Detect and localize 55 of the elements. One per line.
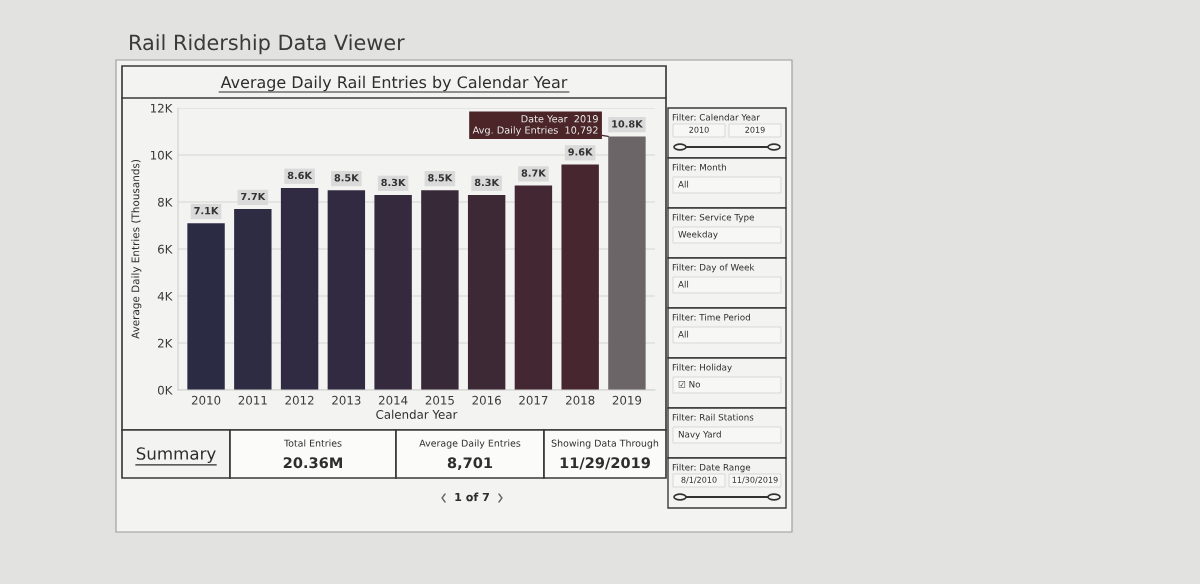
x-tick-label: 2013	[332, 395, 361, 405]
bar	[280, 187, 319, 390]
x-tick-label: 2019	[612, 395, 642, 405]
bar	[608, 136, 646, 390]
text: Filter: Calendar Year 2010 2019	[672, 113, 765, 133]
text: Summary	[136, 447, 216, 464]
data-label: 8.7K	[521, 169, 547, 177]
text: Filter: Month All	[672, 163, 726, 188]
x-tick-label: 2015	[425, 395, 454, 405]
y-tick-label: 10K	[150, 150, 173, 160]
data-label: 8.3K	[381, 178, 406, 187]
data-label: 8.6K	[287, 171, 313, 180]
x-tick-label: 2017	[519, 395, 548, 405]
text: Filter: Day of Week All	[672, 263, 755, 288]
data-label: 8.5K	[428, 174, 453, 182]
text: Filter: Service Type Weekday	[672, 213, 754, 240]
bar	[327, 190, 366, 390]
x-tick-label: 2011	[238, 395, 267, 405]
y-axis-title: Average Daily Entries (Thousands)	[131, 159, 142, 339]
bar	[514, 185, 553, 390]
x-tick-label: 2010	[191, 395, 221, 405]
data-label: 7.7K	[241, 193, 266, 201]
text: Rail Ridership Data Viewer	[130, 34, 405, 55]
bar	[421, 190, 459, 390]
x-tick-label: 2012	[285, 395, 314, 405]
text: Filter: Time Period All	[672, 313, 750, 338]
data-label: 8.5K	[334, 174, 360, 182]
data-label: 7.1K	[194, 207, 219, 215]
bar	[187, 223, 225, 390]
y-tick-label: 12K	[150, 103, 173, 113]
x-axis-title: Calendar Year	[376, 409, 458, 419]
text: Filter: Date Range 8/1/2010 11/30/2019	[672, 463, 778, 484]
data-label: 9.6K	[568, 148, 593, 156]
chart-title: Average Daily Rail Entries by Calendar Year	[220, 75, 568, 92]
bar	[374, 194, 412, 390]
text: Total Entries 20.36M	[283, 439, 342, 469]
y-tick-label: 2K	[158, 338, 173, 348]
y-tick-label: 8K	[157, 197, 173, 207]
data-label: 8.3K	[474, 178, 500, 187]
bar	[561, 164, 599, 390]
text: Filter: Rail Stations Navy Yard	[672, 413, 754, 440]
x-tick-label: 2018	[566, 395, 595, 405]
x-tick-label: 2014	[378, 395, 408, 405]
y-tick-label: 4K	[157, 291, 173, 301]
text: 1 of 7	[455, 492, 489, 502]
y-tick-label: 6K	[158, 244, 173, 254]
text: Showing Data Through 11/29/2019	[551, 439, 659, 470]
y-tick-label: 0K	[157, 385, 173, 395]
x-tick-label: 2016	[472, 395, 501, 405]
bar	[234, 209, 272, 390]
text: Average Daily Entries 8,701	[419, 439, 521, 471]
bar	[467, 194, 506, 390]
annotation: Date Year 2019 Avg. Daily Entries 10,792	[472, 115, 598, 136]
text: Filter: Holiday ☑ No	[672, 363, 732, 388]
data-label: 10.8K	[612, 120, 643, 128]
